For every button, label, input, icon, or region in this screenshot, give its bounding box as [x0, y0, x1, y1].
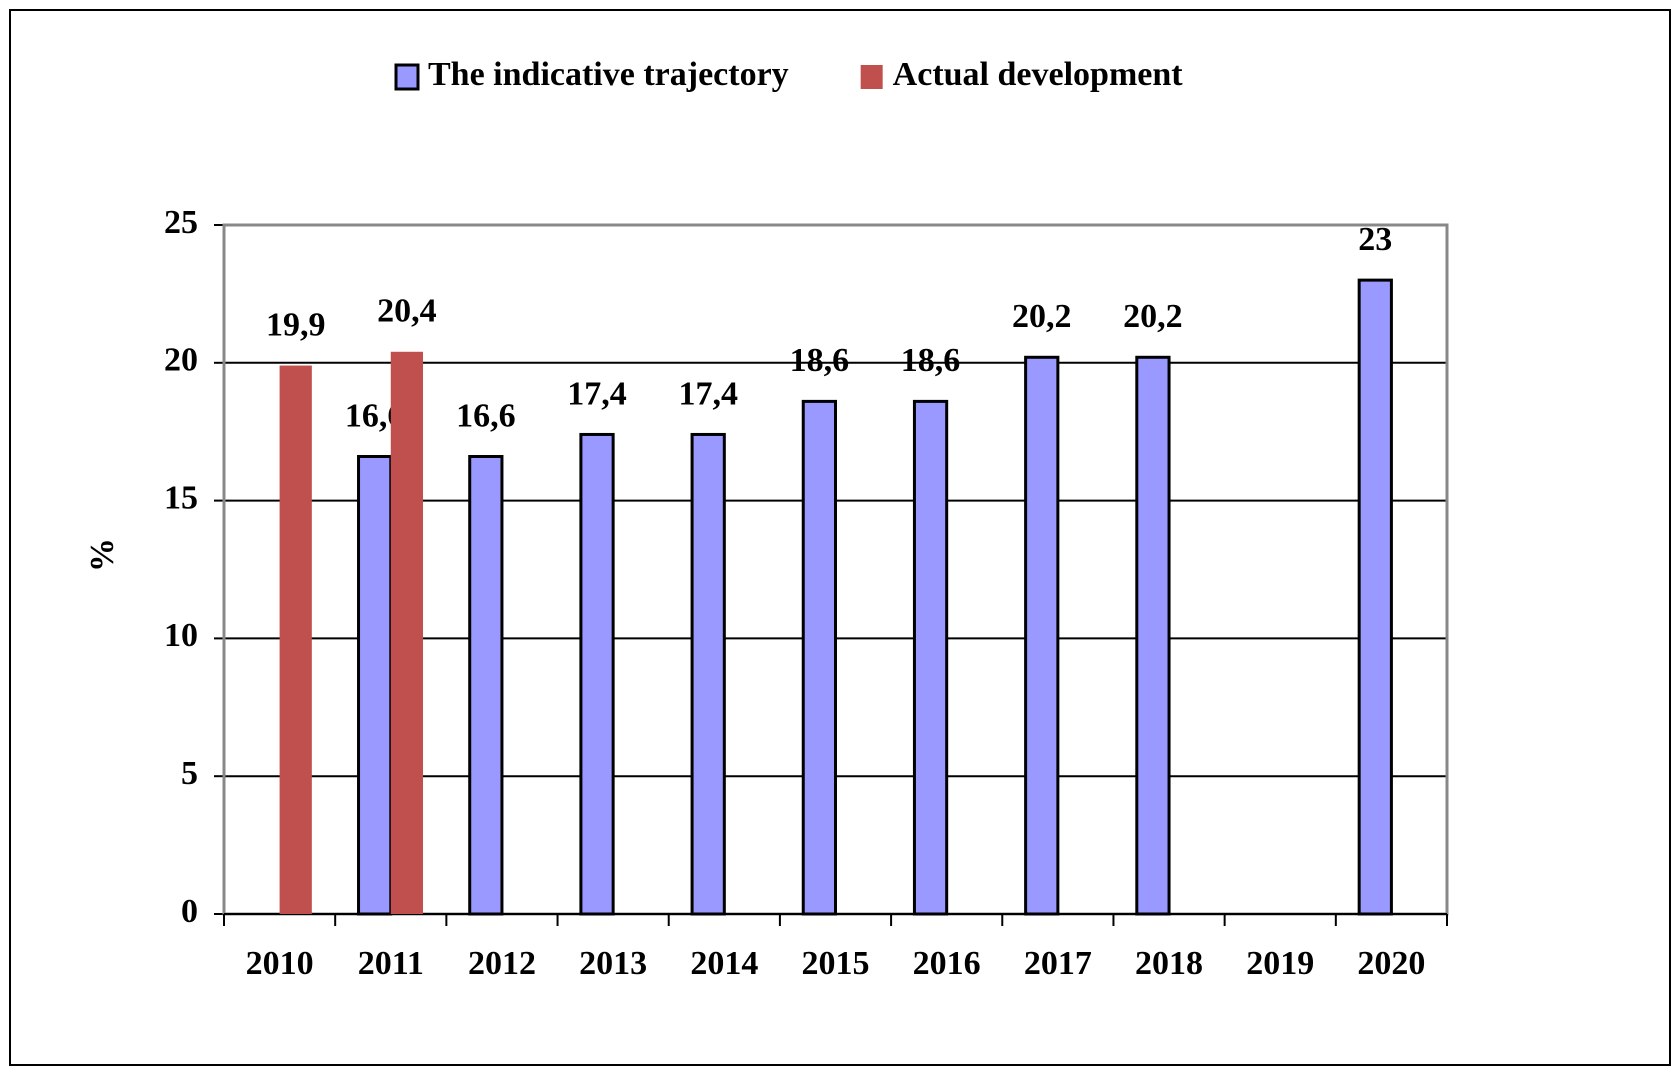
- data-label: 20,4: [377, 293, 437, 330]
- bar: [690, 432, 726, 916]
- x-tick-label: 2010: [246, 945, 314, 982]
- data-label: 20,2: [1012, 298, 1072, 335]
- bar: [579, 432, 615, 916]
- bar: [1357, 278, 1393, 916]
- data-label: 17,4: [567, 375, 627, 412]
- x-tick-label: 2014: [690, 945, 758, 982]
- x-tick-label: 2012: [468, 945, 536, 982]
- bar: [1024, 355, 1060, 916]
- y-tick-label: 0: [181, 893, 198, 930]
- data-label: 20,2: [1123, 298, 1183, 335]
- y-tick-label: 10: [164, 617, 198, 654]
- y-tick-label: 5: [181, 755, 198, 792]
- data-label: 16,6: [456, 397, 516, 434]
- data-label: 18,6: [790, 342, 850, 379]
- y-tick-label: 20: [164, 342, 198, 379]
- legend-label: The indicative trajectory: [428, 56, 789, 93]
- bar: [279, 365, 312, 914]
- bar: [912, 399, 949, 916]
- y-tick-label: 15: [164, 479, 198, 516]
- bar: [390, 351, 424, 914]
- data-label: 23: [1358, 221, 1392, 258]
- x-tick-label: 2017: [1024, 945, 1092, 982]
- x-tick-label: 2019: [1246, 945, 1314, 982]
- data-label: 17,4: [678, 375, 738, 412]
- x-tick-label: 2018: [1135, 945, 1203, 982]
- bar: [468, 455, 504, 916]
- y-axis-label: %: [84, 538, 121, 572]
- data-label: 19,9: [266, 306, 326, 343]
- x-tick-label: 2011: [358, 945, 424, 982]
- x-tick-label: 2015: [802, 945, 870, 982]
- legend-swatch: [860, 65, 883, 89]
- y-tick-label: 25: [164, 204, 198, 241]
- x-tick-label: 2016: [913, 945, 981, 982]
- bar: [801, 399, 837, 916]
- bar: [1135, 355, 1171, 916]
- bar: [357, 455, 393, 916]
- chart-frame: [9, 9, 1671, 1066]
- x-tick-label: 2020: [1357, 945, 1425, 982]
- legend-swatch: [394, 63, 420, 91]
- x-tick-label: 2013: [579, 945, 647, 982]
- data-label: 18,6: [901, 342, 961, 379]
- legend-label: Actual development: [893, 56, 1184, 93]
